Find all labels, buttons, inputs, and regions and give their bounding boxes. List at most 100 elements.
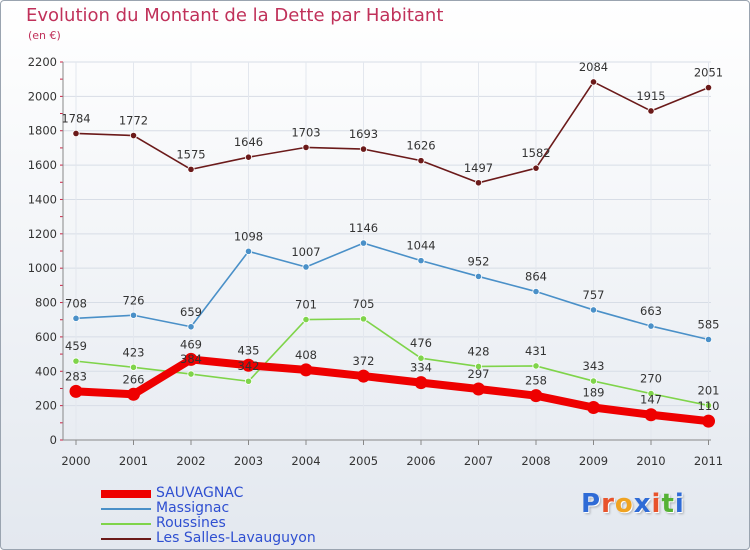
legend-item-roussines: Roussines: [101, 515, 361, 531]
y-tick-label: 0: [50, 433, 57, 447]
data-label: 476: [410, 336, 432, 350]
data-label: 342: [238, 359, 260, 373]
data-label: 270: [640, 372, 662, 386]
legend-item-les-salles-lavauguyon: Les Salles-Lavauguyon: [101, 530, 361, 546]
data-point: [184, 352, 198, 366]
proxiti-logo: Proxiti: [581, 489, 685, 519]
data-label: 701: [295, 298, 317, 312]
legend-swatch: [101, 523, 151, 525]
data-label: 189: [583, 386, 605, 400]
data-label: 372: [353, 354, 375, 368]
data-point: [417, 157, 425, 165]
legend-item-massignac: Massignac: [101, 500, 361, 516]
data-point: [417, 354, 425, 362]
y-tick-label: 1800: [28, 124, 57, 138]
data-point: [474, 272, 483, 281]
data-point: [357, 369, 370, 383]
legend-swatch: [101, 538, 151, 540]
data-label: 705: [353, 297, 375, 311]
data-point: [647, 390, 655, 398]
y-tick-label: 2000: [28, 89, 57, 103]
data-label: 952: [468, 254, 490, 268]
data-label: 1146: [349, 221, 378, 235]
data-point: [72, 314, 80, 322]
data-point: [529, 389, 543, 403]
data-label: 1575: [176, 147, 205, 161]
x-tick-label: 2009: [579, 454, 608, 468]
data-point: [129, 131, 138, 140]
data-label: 459: [65, 339, 87, 353]
data-point: [417, 257, 425, 265]
data-point: [72, 129, 80, 138]
data-label: 2051: [694, 66, 723, 80]
data-point: [359, 239, 368, 247]
data-label: 423: [123, 345, 145, 359]
data-point: [532, 164, 540, 172]
y-tick-label: 600: [35, 330, 57, 344]
data-point: [472, 382, 485, 396]
data-label: 1497: [464, 161, 493, 175]
legend-label: Massignac: [156, 500, 230, 516]
data-label: 283: [65, 369, 87, 383]
series-line-les-salles-lavauguyon: [75, 81, 710, 184]
data-point: [532, 287, 540, 296]
data-label: 297: [468, 367, 490, 381]
x-tick-label: 2000: [61, 454, 90, 468]
series-line-roussines: [75, 318, 710, 407]
data-label: 431: [525, 344, 547, 358]
data-label: 864: [525, 270, 547, 284]
data-label: 1703: [291, 125, 320, 139]
data-label: 201: [698, 383, 720, 397]
x-tick-label: 2001: [119, 454, 148, 468]
data-label: 428: [468, 344, 490, 358]
y-tick-label: 2200: [28, 55, 57, 69]
data-point: [299, 363, 313, 377]
data-point: [702, 414, 715, 428]
data-label: 266: [123, 372, 145, 386]
data-point: [242, 358, 255, 372]
data-label: 659: [180, 305, 202, 319]
data-point: [589, 377, 598, 385]
data-label: 1007: [291, 245, 320, 259]
y-tick-label: 1600: [28, 158, 57, 172]
chart-subtitle: (en €): [28, 29, 61, 42]
data-point: [414, 376, 428, 390]
y-tick-label: 1200: [28, 227, 57, 241]
data-label: 408: [295, 348, 317, 362]
data-label: 1646: [234, 135, 263, 149]
x-tick-label: 2003: [234, 454, 263, 468]
data-point: [589, 78, 598, 86]
x-tick-label: 2010: [636, 454, 665, 468]
data-label: 1772: [119, 114, 148, 128]
x-tick-label: 2011: [694, 454, 723, 468]
data-label: 469: [180, 337, 202, 351]
data-point: [302, 263, 310, 271]
data-point: [127, 387, 140, 401]
data-point: [129, 363, 138, 371]
data-label: 663: [640, 304, 662, 318]
data-point: [302, 143, 310, 151]
data-point: [187, 370, 195, 378]
data-label: 585: [698, 317, 720, 331]
data-point: [589, 306, 598, 314]
data-point: [72, 357, 80, 365]
y-tick-label: 1000: [28, 261, 57, 275]
data-label: 384: [180, 352, 202, 366]
x-tick-label: 2008: [521, 454, 550, 468]
y-tick-label: 400: [35, 364, 57, 378]
x-tick-label: 2002: [176, 454, 205, 468]
data-point: [359, 145, 368, 153]
data-point: [704, 401, 713, 410]
data-point: [704, 335, 713, 344]
data-point: [647, 107, 655, 115]
y-tick-label: 800: [35, 296, 57, 310]
x-tick-label: 2004: [291, 454, 320, 468]
data-label: 258: [525, 374, 547, 388]
chart-title: Evolution du Montant de la Dette par Hab…: [26, 5, 444, 26]
data-label: 1693: [349, 127, 378, 141]
data-label: 2084: [579, 60, 608, 74]
data-point: [129, 311, 138, 319]
data-point: [244, 247, 253, 255]
x-tick-label: 2006: [406, 454, 435, 468]
